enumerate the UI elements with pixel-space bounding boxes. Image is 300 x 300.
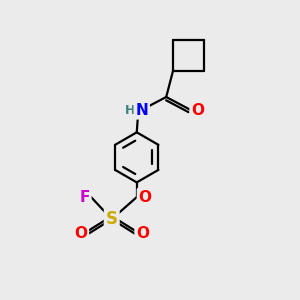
Text: S: S: [106, 210, 118, 228]
Text: O: O: [191, 103, 204, 118]
Text: H: H: [125, 104, 135, 117]
Text: O: O: [139, 190, 152, 205]
Text: F: F: [80, 190, 90, 205]
Text: N: N: [135, 103, 148, 118]
Text: O: O: [74, 226, 87, 242]
Text: O: O: [136, 226, 149, 242]
